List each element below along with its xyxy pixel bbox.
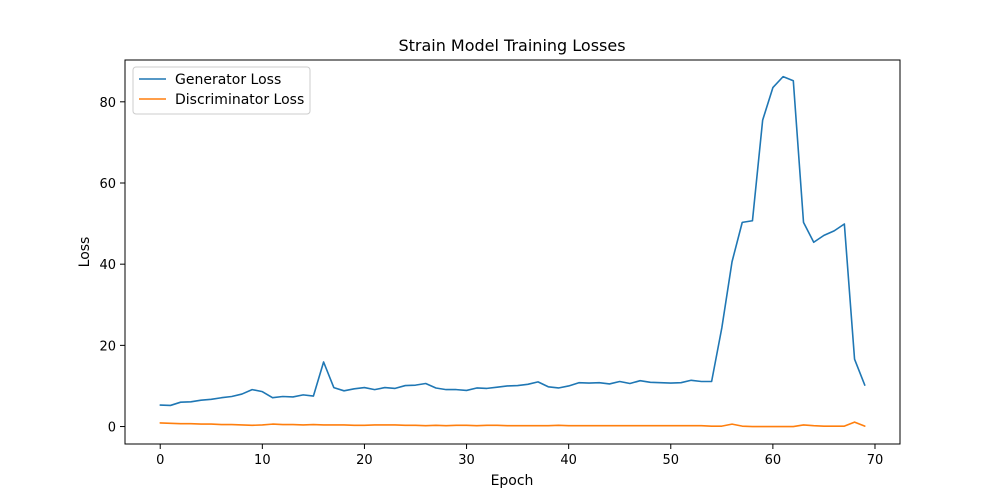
y-tick-label: 80 bbox=[99, 96, 116, 111]
x-tick-label: 40 bbox=[560, 453, 577, 468]
y-axis-ticks: 0 20 40 60 80 bbox=[99, 96, 125, 436]
legend-label: Discriminator Loss bbox=[175, 92, 304, 108]
x-tick-label: 10 bbox=[254, 453, 271, 468]
y-tick-label: 20 bbox=[99, 339, 116, 354]
y-tick-label: 60 bbox=[99, 177, 116, 192]
y-tick-label: 0 bbox=[108, 421, 116, 436]
series-line-discriminator-loss bbox=[159, 421, 866, 428]
legend-label: Generator Loss bbox=[175, 72, 281, 88]
x-axis-label: Epoch bbox=[491, 473, 534, 489]
series-layer bbox=[159, 75, 866, 428]
x-tick-label: 0 bbox=[156, 453, 164, 468]
x-tick-label: 60 bbox=[765, 453, 782, 468]
legend-box bbox=[132, 66, 311, 115]
x-tick-label: 30 bbox=[458, 453, 475, 468]
y-axis-label: Loss bbox=[77, 237, 93, 268]
x-tick-label: 70 bbox=[867, 453, 884, 468]
y-tick-label: 40 bbox=[99, 258, 116, 273]
x-tick-label: 50 bbox=[662, 453, 679, 468]
axes-frame bbox=[124, 59, 901, 445]
x-axis-ticks: 0 10 20 30 40 50 60 70 bbox=[156, 444, 883, 468]
legend: Generator Loss Discriminator Loss bbox=[132, 66, 311, 115]
chart-title: Strain Model Training Losses bbox=[398, 36, 625, 55]
series-line-generator-loss bbox=[159, 75, 866, 407]
x-tick-label: 20 bbox=[356, 453, 373, 468]
